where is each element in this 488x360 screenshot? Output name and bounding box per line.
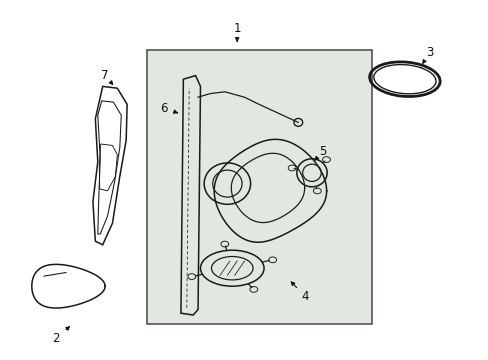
Bar [146, 50, 371, 324]
Text: 7: 7 [101, 69, 109, 82]
Text: 1: 1 [233, 22, 241, 35]
Text: 4: 4 [301, 291, 309, 303]
Text: 5: 5 [318, 145, 326, 158]
Text: 6: 6 [160, 102, 167, 114]
Text: 2: 2 [52, 332, 60, 345]
Text: 3: 3 [426, 46, 433, 59]
